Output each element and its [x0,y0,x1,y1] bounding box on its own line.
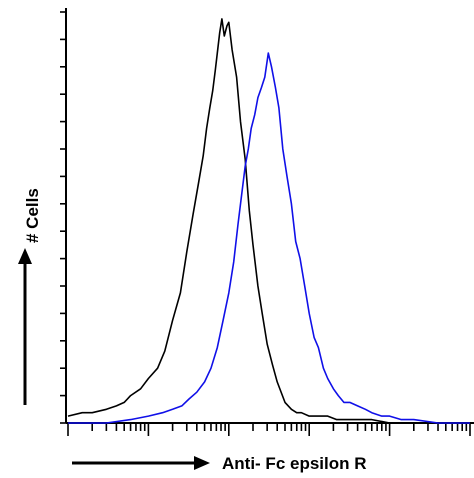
x-axis-arrowhead [194,456,210,470]
series-layer [67,18,470,424]
y-axis-arrowhead [18,248,32,264]
series-line-1 [67,18,470,424]
y-axis-label: # Cells [23,188,42,243]
x-axis-label: Anti- Fc epsilon R [222,454,367,473]
x-axis-ticks [67,424,471,436]
series-line-2 [68,52,470,424]
